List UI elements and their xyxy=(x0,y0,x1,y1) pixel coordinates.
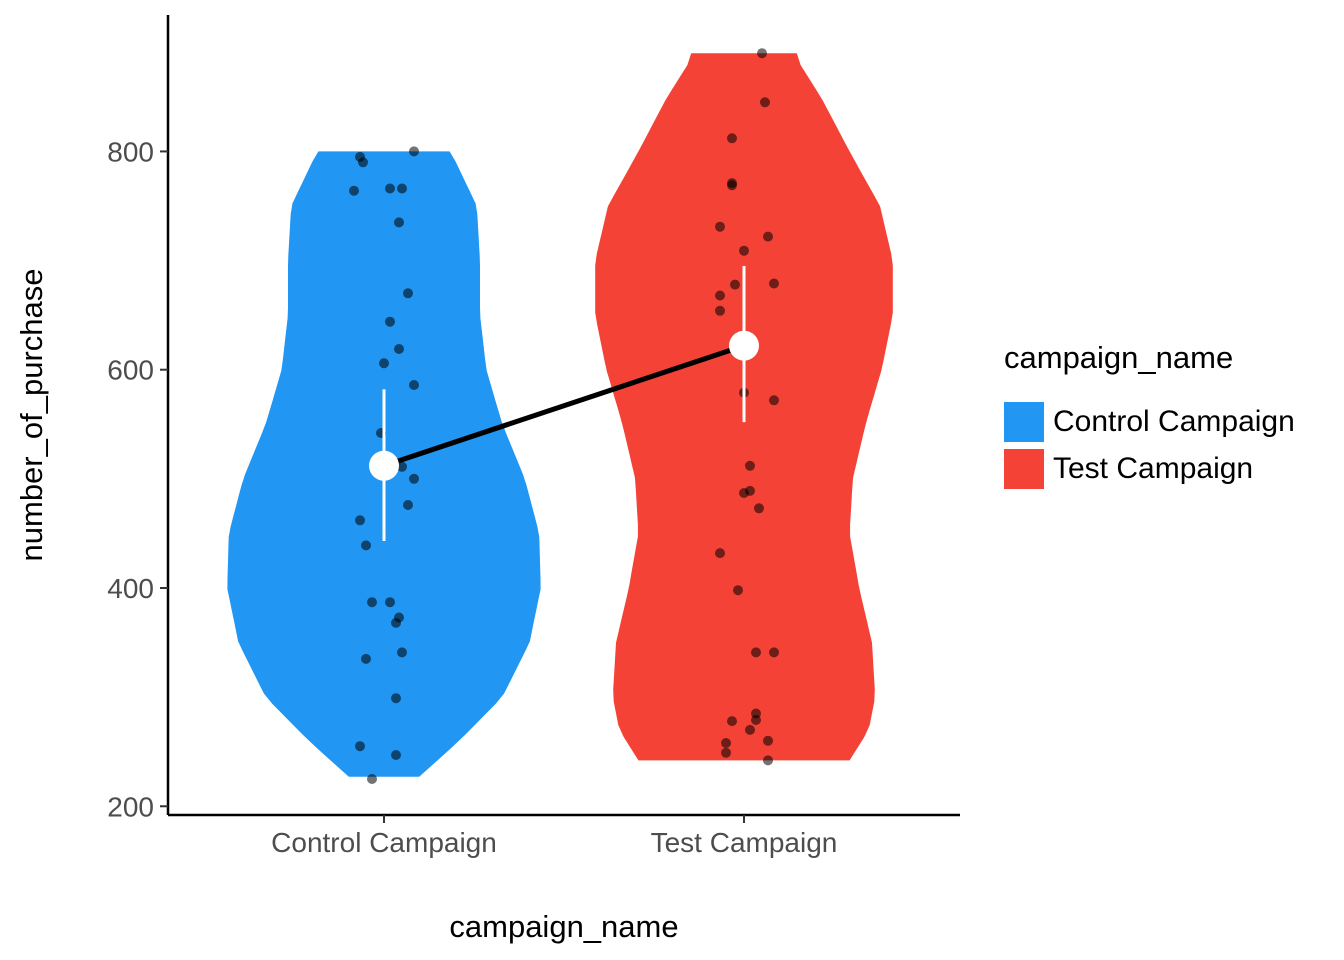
data-point xyxy=(769,395,779,406)
data-point xyxy=(385,183,395,194)
data-point xyxy=(379,358,389,369)
legend-label: Test Campaign xyxy=(1053,451,1254,485)
data-point xyxy=(745,724,755,735)
data-point xyxy=(397,647,407,658)
data-point xyxy=(385,316,395,327)
y-tick-label: 200 xyxy=(107,791,154,822)
data-point xyxy=(403,288,413,299)
data-point xyxy=(751,647,761,658)
mean-connector-line xyxy=(383,343,745,469)
y-tick-label: 800 xyxy=(107,136,154,167)
data-point xyxy=(715,305,725,316)
data-point xyxy=(349,185,359,196)
axes-layer: 200 400 600 800 Control Campaign Test Campaig… xyxy=(107,15,960,858)
data-point xyxy=(730,279,740,290)
y-axis-title: number_of_purchase xyxy=(14,269,49,562)
mean-summary-layer xyxy=(369,266,759,542)
data-point xyxy=(391,693,401,704)
data-point xyxy=(409,473,419,484)
data-point xyxy=(715,548,725,559)
data-point xyxy=(721,738,731,748)
data-point xyxy=(355,741,365,752)
data-point xyxy=(763,735,773,746)
data-point xyxy=(763,231,773,242)
data-point xyxy=(754,503,764,514)
legend-key-swatch xyxy=(1004,401,1044,442)
data-point xyxy=(367,774,377,784)
legend-item: Test Campaign xyxy=(1004,445,1295,492)
data-point xyxy=(409,146,419,157)
data-point xyxy=(355,151,365,162)
data-point xyxy=(757,48,767,59)
data-point xyxy=(715,221,725,232)
data-point xyxy=(355,515,365,526)
legend-title: campaign_name xyxy=(1004,340,1234,375)
mean-point xyxy=(369,450,399,481)
data-point xyxy=(727,133,737,144)
data-point xyxy=(721,747,731,758)
x-tick-label: Control Campaign xyxy=(271,827,497,858)
legend: campaign_name Control Campaign Test Campa… xyxy=(1004,340,1295,492)
data-point xyxy=(397,461,407,472)
data-point xyxy=(751,708,761,719)
data-point xyxy=(385,597,395,608)
data-point xyxy=(397,183,407,194)
data-point xyxy=(745,460,755,471)
data-points-layer xyxy=(349,48,779,784)
data-point xyxy=(403,500,413,510)
data-point xyxy=(733,585,743,596)
legend-label: Control Campaign xyxy=(1053,404,1295,438)
data-point xyxy=(760,97,770,108)
data-point xyxy=(769,647,779,658)
data-point xyxy=(715,290,725,301)
x-axis-title: campaign_name xyxy=(449,909,678,944)
data-point xyxy=(361,653,371,664)
data-point xyxy=(394,344,404,354)
legend-item: Control Campaign xyxy=(1004,398,1295,445)
data-point xyxy=(409,380,419,390)
y-tick-label: 600 xyxy=(107,355,154,386)
legend-items: Control Campaign Test Campaign xyxy=(1004,398,1295,492)
data-point xyxy=(394,612,404,623)
data-point xyxy=(367,597,377,608)
data-point xyxy=(394,217,404,228)
x-tick-label: Test Campaign xyxy=(651,827,838,858)
legend-key-swatch xyxy=(1004,448,1044,489)
violins-layer xyxy=(227,53,893,777)
data-point xyxy=(727,178,737,189)
y-tick-label: 400 xyxy=(107,573,154,604)
data-point xyxy=(391,750,401,760)
data-point xyxy=(769,278,779,289)
data-point xyxy=(361,540,371,551)
data-point xyxy=(727,716,737,727)
data-point xyxy=(763,755,773,766)
data-point xyxy=(745,485,755,496)
mean-point xyxy=(729,330,759,361)
data-point xyxy=(739,245,749,256)
